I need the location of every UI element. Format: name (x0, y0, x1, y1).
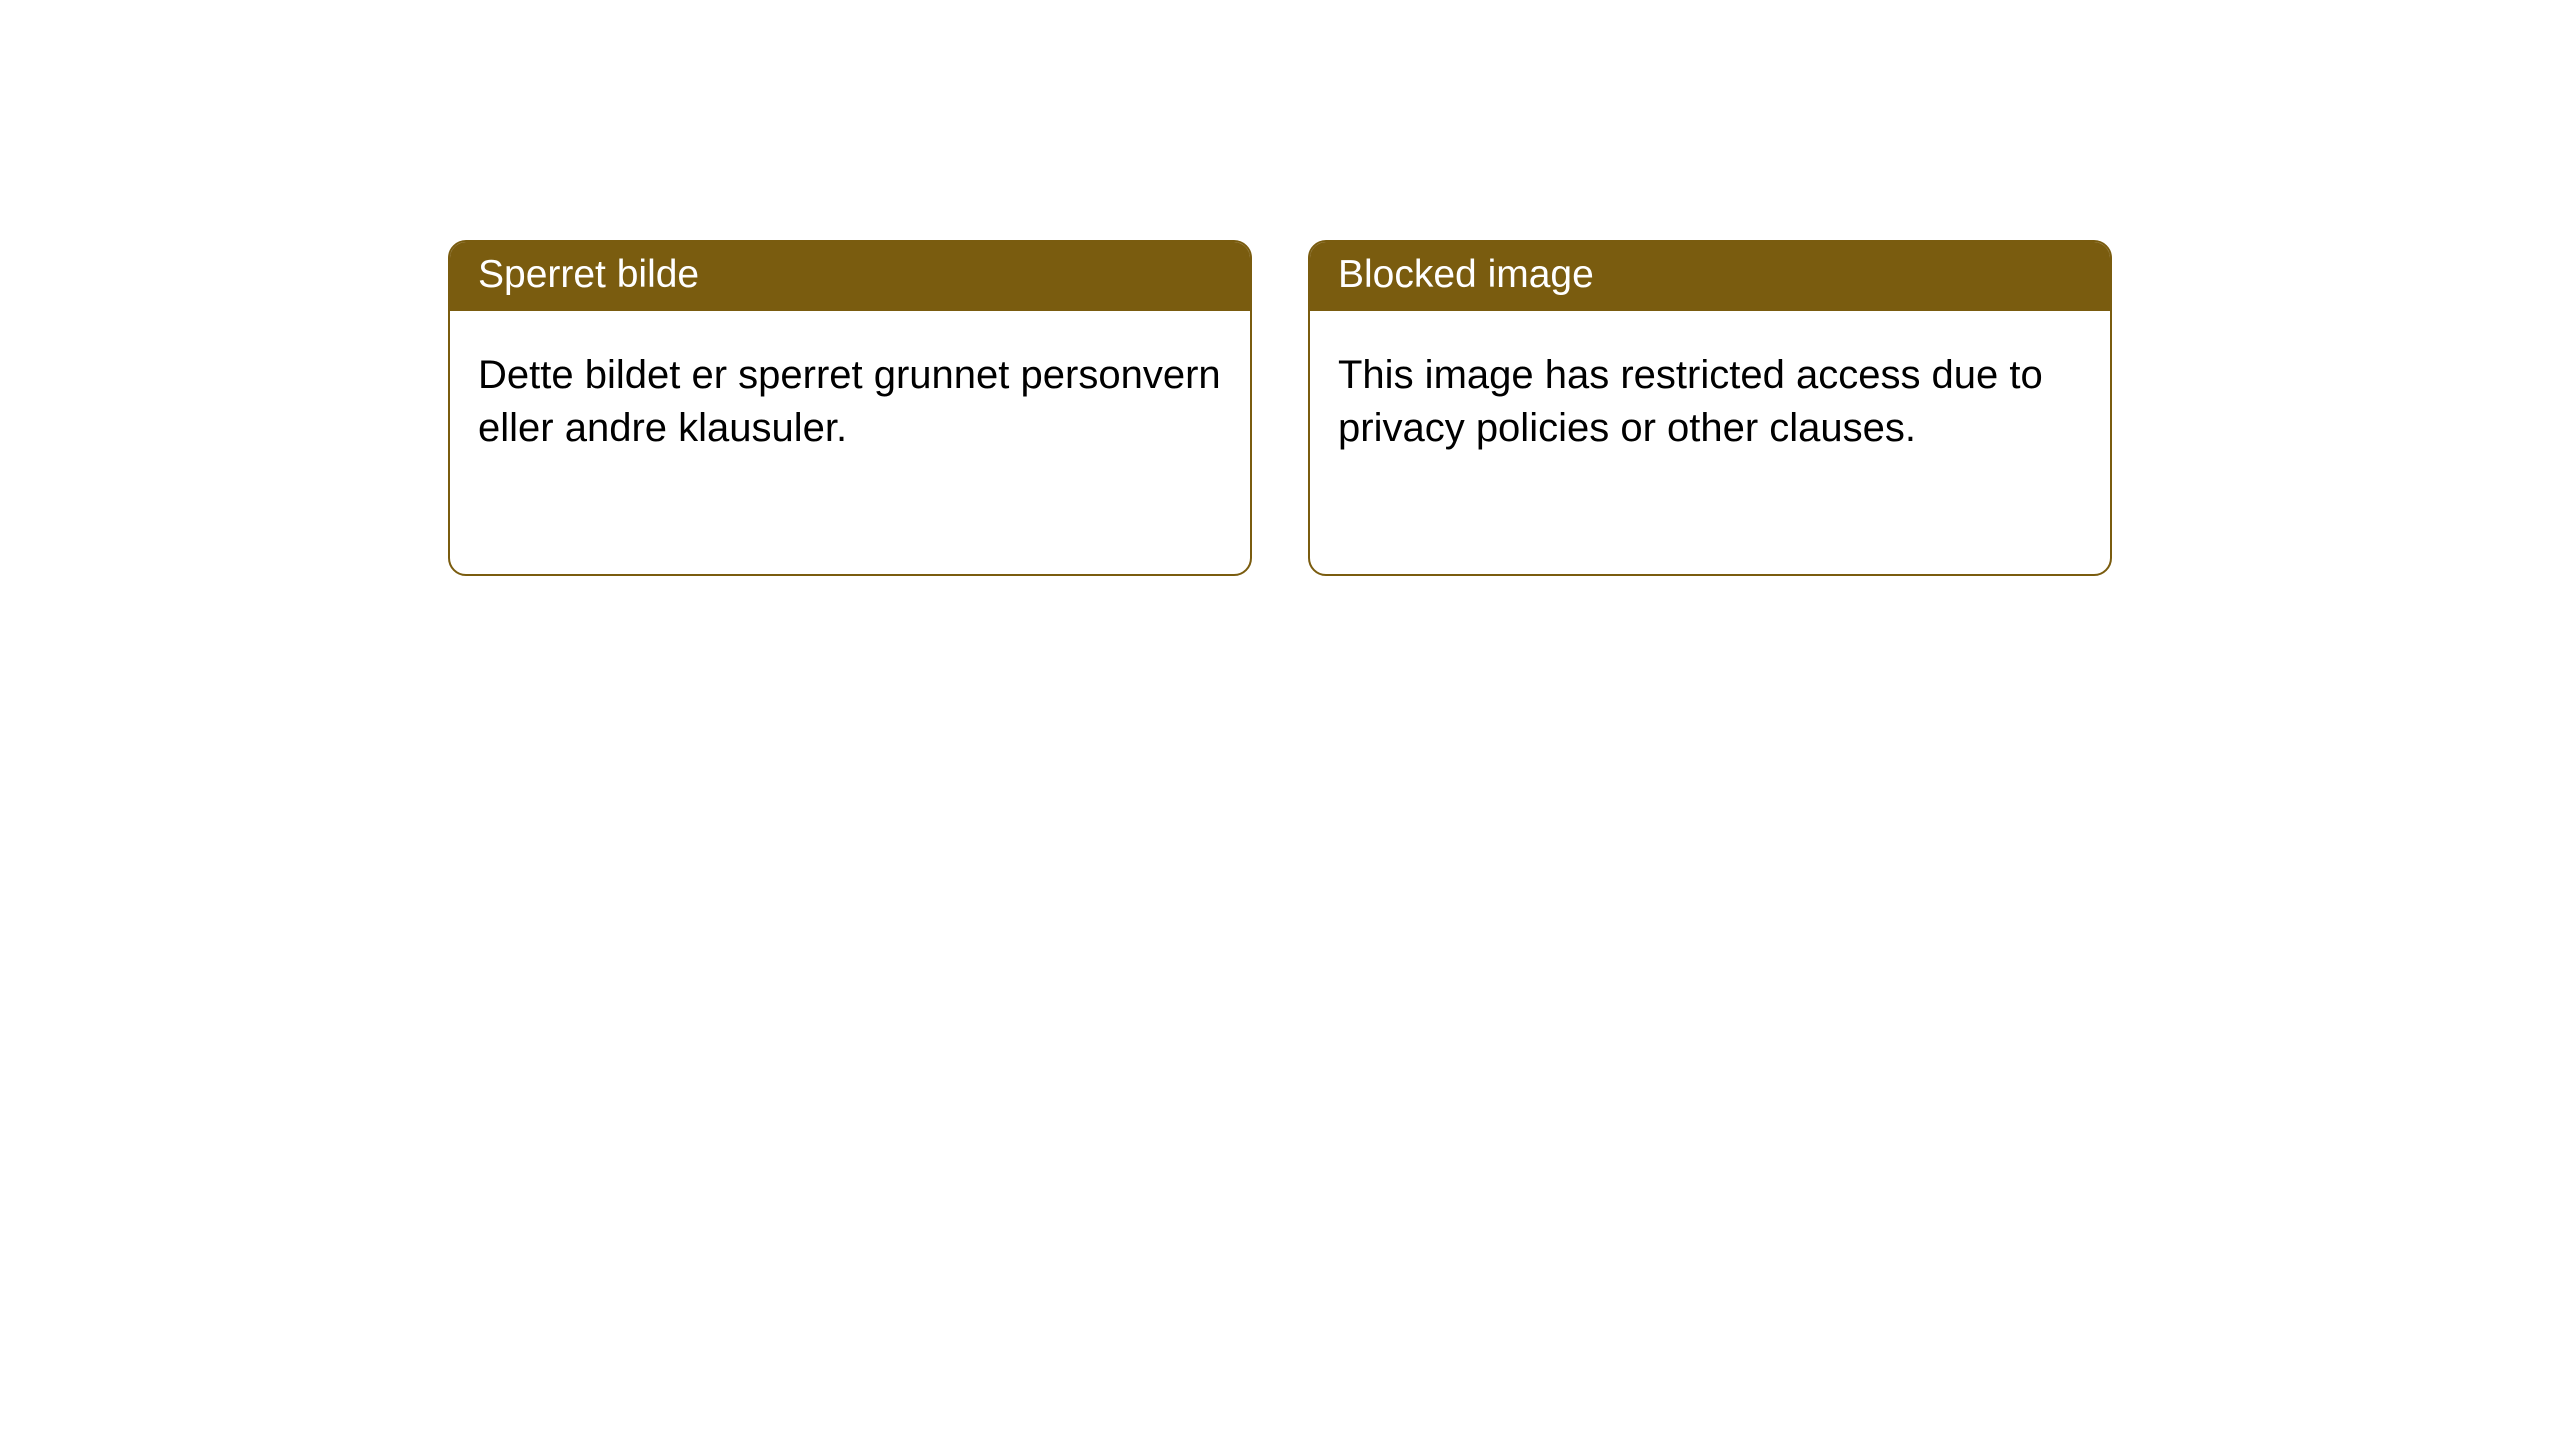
notice-container: Sperret bilde Dette bildet er sperret gr… (0, 0, 2560, 576)
notice-header-norwegian: Sperret bilde (450, 242, 1250, 311)
notice-body-norwegian: Dette bildet er sperret grunnet personve… (450, 311, 1250, 493)
notice-header-english: Blocked image (1310, 242, 2110, 311)
notice-body-english: This image has restricted access due to … (1310, 311, 2110, 493)
notice-card-norwegian: Sperret bilde Dette bildet er sperret gr… (448, 240, 1252, 576)
notice-card-english: Blocked image This image has restricted … (1308, 240, 2112, 576)
